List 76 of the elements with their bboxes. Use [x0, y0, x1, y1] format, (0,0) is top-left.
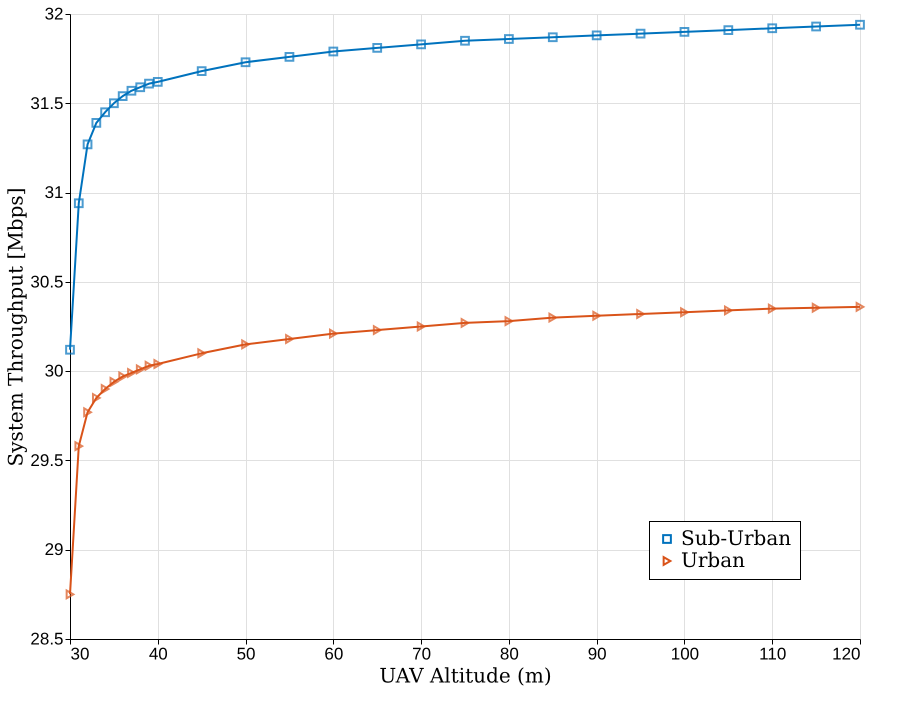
point: [110, 376, 118, 387]
point: [127, 368, 136, 378]
point: [74, 441, 84, 452]
point: [811, 22, 821, 32]
point: [153, 359, 162, 369]
point: [74, 198, 84, 208]
point: [767, 23, 778, 34]
point: [855, 20, 865, 30]
y-tick-label: 30: [44, 362, 64, 381]
x-tick-label: 60: [324, 644, 344, 664]
point: [724, 306, 733, 316]
point: [372, 43, 382, 53]
point: [504, 34, 514, 44]
x-tick-label: 100: [670, 644, 700, 664]
point: [680, 26, 690, 37]
point: [416, 322, 426, 332]
y-tick-label: 30.5: [30, 272, 64, 292]
x-tick-label: 30: [70, 644, 90, 664]
point: [118, 372, 128, 382]
point: [241, 339, 250, 350]
point: [118, 91, 128, 102]
point: [328, 46, 338, 56]
point: [196, 66, 207, 76]
y-tick-label: 28.5: [30, 630, 64, 648]
point: [144, 78, 154, 89]
point: [548, 312, 558, 322]
x-tick-label: 110: [759, 644, 786, 664]
point: [328, 328, 338, 339]
x-tick-label: 50: [236, 644, 256, 664]
point: [285, 334, 294, 344]
y-tick-label: 31: [44, 183, 64, 202]
point: [240, 57, 250, 68]
x-tick-label: 120: [832, 644, 860, 664]
point: [812, 302, 820, 313]
point: [768, 304, 777, 314]
point: [66, 589, 74, 600]
point: [197, 348, 206, 358]
y-tick-label: 29: [44, 540, 64, 560]
point: [636, 28, 646, 39]
point: [680, 307, 689, 318]
y-tick-label: 32: [44, 4, 64, 24]
y-tick-label: 29.5: [30, 450, 64, 470]
point: [284, 52, 294, 62]
point: [460, 318, 470, 328]
point: [91, 118, 102, 128]
point: [460, 36, 470, 46]
point: [548, 32, 558, 42]
x-tick-label: 40: [148, 644, 168, 664]
legend-label: Urban: [681, 548, 746, 572]
point: [152, 76, 163, 87]
point: [100, 107, 110, 118]
point: [109, 98, 119, 108]
point: [126, 86, 136, 96]
point: [723, 25, 734, 35]
point: [136, 364, 145, 374]
point: [372, 325, 382, 335]
point: [636, 309, 645, 319]
point: [83, 407, 92, 418]
y-axis-title: System Throughput [Mbps]: [3, 188, 28, 466]
point: [592, 310, 602, 321]
x-tick-label: 70: [412, 644, 432, 664]
x-tick-label: 80: [500, 644, 519, 664]
point: [416, 39, 426, 50]
point: [504, 316, 514, 326]
point: [65, 344, 75, 355]
point: [82, 139, 92, 150]
point: [592, 30, 602, 40]
point: [856, 302, 864, 312]
legend-label: Sub-Urban: [681, 526, 792, 550]
x-axis-title: UAV Altitude (m): [379, 664, 552, 688]
point: [100, 384, 110, 394]
x-tick-label: 90: [588, 644, 607, 664]
point: [144, 360, 154, 371]
point: [92, 393, 101, 403]
y-tick-label: 31.5: [30, 94, 64, 113]
point: [135, 82, 146, 92]
